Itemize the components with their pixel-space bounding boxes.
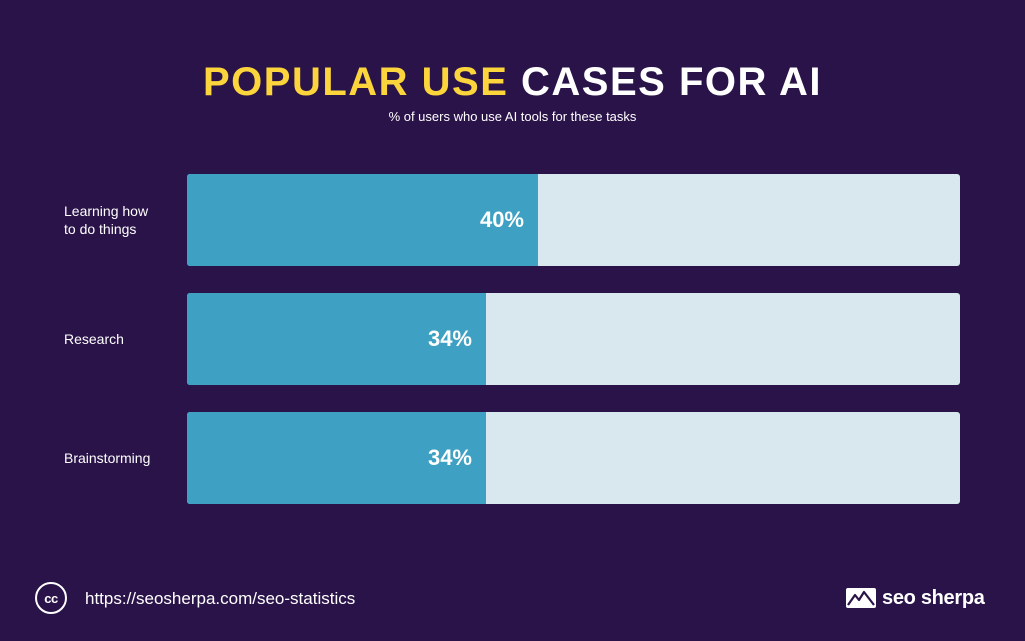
mountain-logo-icon [846, 588, 876, 608]
bar-value-label: 34% [427, 326, 472, 351]
category-label: Brainstorming [64, 450, 151, 466]
chart-subtitle: % of users who use AI tools for these ta… [388, 109, 637, 124]
bar-track: 34% [187, 293, 960, 385]
source-url[interactable]: https://seosherpa.com/seo-statistics [85, 589, 356, 608]
cc-icon-label: cc [44, 590, 58, 606]
category-label: Learning how to do things [64, 203, 149, 237]
bar [187, 174, 538, 266]
bar-value-label: 34% [427, 445, 472, 470]
category-label: Research [64, 331, 124, 347]
chart-title: POPULAR USE CASES FOR AI [0, 58, 1025, 106]
bar [187, 412, 486, 504]
bar-track: 34% [187, 412, 960, 504]
title-rest: CASES FOR AI [508, 60, 823, 104]
bar-track: 40% [187, 174, 960, 266]
brand-logo[interactable]: seo sherpa [846, 586, 985, 610]
bar [187, 293, 486, 385]
title-highlight: POPULAR USE [202, 60, 509, 104]
bar-value-label: 40% [479, 207, 524, 232]
brand-name: seo sherpa [882, 586, 985, 609]
cc-icon: cc [35, 582, 67, 614]
